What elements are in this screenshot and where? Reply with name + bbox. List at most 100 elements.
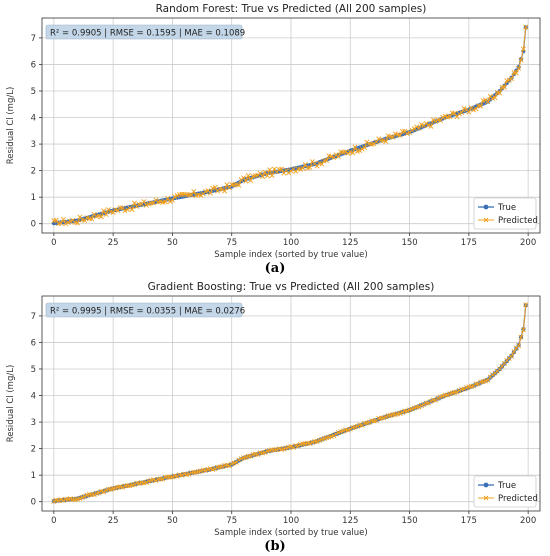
series-predicted-point — [416, 404, 422, 410]
series-predicted-point — [361, 144, 368, 151]
y-axis-label: Residual Cl (mg/L) — [6, 87, 16, 165]
series-predicted-point — [409, 127, 415, 133]
y-tick-label: 2 — [31, 167, 36, 177]
series-predicted-point — [269, 172, 275, 178]
x-tick-label: 125 — [342, 516, 358, 526]
series-predicted-point — [295, 443, 301, 449]
series-predicted-point — [497, 90, 503, 96]
series-predicted-point — [518, 57, 524, 63]
series-predicted-point — [186, 471, 192, 477]
series-predicted-point — [478, 103, 484, 109]
x-axis-label: Sample index (sorted by true value) — [214, 528, 367, 538]
series-predicted-point — [207, 190, 213, 196]
x-tick-label: 50 — [167, 516, 178, 526]
series-predicted-point — [302, 162, 308, 168]
y-tick-label: 0 — [31, 220, 36, 230]
y-tick-label: 6 — [31, 60, 36, 70]
series-predicted-point — [165, 195, 171, 201]
x-axis-label: Sample index (sorted by true value) — [214, 250, 367, 260]
x-tick-label: 200 — [520, 516, 536, 526]
grid — [42, 18, 540, 233]
series-predicted-point — [426, 122, 432, 128]
legend-predicted-marker — [483, 217, 489, 223]
series-predicted-point — [143, 202, 149, 208]
series-predicted-point — [428, 123, 434, 129]
series-predicted-point — [511, 348, 517, 354]
series-predicted-point — [198, 192, 204, 198]
series-predicted-point — [219, 464, 225, 470]
metrics-box — [45, 24, 243, 40]
series-predicted-point — [179, 472, 185, 478]
x-tick-label: 75 — [226, 516, 237, 526]
series-predicted-point — [518, 334, 524, 340]
y-tick-label: 1 — [31, 193, 36, 203]
series-predicted-point — [444, 392, 451, 398]
series-predicted-point — [131, 200, 138, 206]
series-predicted-point — [174, 473, 180, 479]
series-predicted-point — [357, 148, 363, 154]
y-tick-label: 2 — [31, 445, 36, 455]
y-tick-label: 7 — [31, 312, 36, 322]
series-predicted-point — [509, 353, 515, 359]
series-predicted-point — [236, 182, 242, 188]
series-predicted-point — [452, 110, 458, 116]
y-tick-label: 4 — [31, 114, 36, 124]
series-predicted-point — [89, 216, 95, 222]
x-tick-label: 200 — [520, 238, 536, 248]
series-predicted-point — [129, 207, 135, 213]
series-predicted-point — [75, 220, 81, 226]
x-tick-label: 50 — [167, 238, 178, 248]
series-predicted-point — [423, 121, 429, 127]
series-predicted-point — [516, 343, 522, 349]
series-predicted-point — [437, 117, 443, 124]
series-predicted-point — [262, 449, 268, 455]
y-tick-label: 5 — [31, 87, 36, 97]
series-predicted-line — [53, 27, 527, 225]
series-predicted-point — [103, 487, 109, 493]
series-predicted-point — [153, 478, 159, 484]
legend-true-label: True — [497, 203, 516, 213]
series-predicted-point — [430, 117, 436, 123]
x-tick-label: 125 — [342, 238, 358, 248]
series-predicted-point — [418, 121, 424, 127]
series-predicted-point — [399, 409, 405, 415]
legend-true-marker — [483, 482, 489, 488]
series-predicted-point — [267, 167, 273, 173]
series-predicted-point — [350, 150, 356, 156]
series-predicted-point — [390, 134, 396, 140]
series-predicted-point — [501, 84, 507, 90]
y-axis-label: Residual Cl (mg/L) — [6, 365, 16, 443]
series-predicted-point — [383, 138, 389, 145]
y-tick-label: 3 — [31, 140, 36, 150]
y-tick-label: 7 — [31, 34, 36, 44]
x-tick-label: 100 — [283, 238, 299, 248]
series-predicted-point — [103, 211, 109, 217]
legend-predicted-marker — [483, 495, 489, 501]
metrics-box — [45, 302, 243, 318]
series-predicted-point — [485, 99, 491, 105]
y-tick-label: 1 — [31, 471, 36, 481]
y-tick-label: 5 — [31, 365, 36, 375]
series-predicted-point — [96, 490, 102, 496]
x-tick-label: 75 — [226, 238, 237, 248]
series-predicted-point — [421, 402, 427, 408]
series-predicted-point — [490, 372, 496, 378]
series-predicted-point — [456, 111, 462, 117]
series-predicted-point — [333, 152, 339, 158]
series-predicted-point — [248, 177, 254, 183]
series-predicted-point — [82, 493, 88, 500]
series-predicted-point — [307, 164, 313, 171]
series-predicted-point — [520, 46, 526, 52]
series-predicted-point — [63, 221, 69, 227]
metrics-text: R² = 0.9905 | RMSE = 0.1595 | MAE = 0.10… — [50, 29, 245, 39]
series-predicted-point — [397, 132, 403, 138]
legend-predicted-label: Predicted — [498, 494, 538, 504]
legend-predicted-label: Predicted — [498, 216, 538, 226]
legend-true-label: True — [497, 481, 516, 491]
series-predicted-point — [162, 199, 168, 205]
series-predicted-point — [345, 150, 351, 156]
series-predicted-point — [167, 199, 173, 205]
chart-title: Gradient Boosting: True vs Predicted (Al… — [148, 281, 435, 293]
series-predicted-point — [243, 178, 249, 184]
series-predicted-point — [60, 497, 66, 504]
